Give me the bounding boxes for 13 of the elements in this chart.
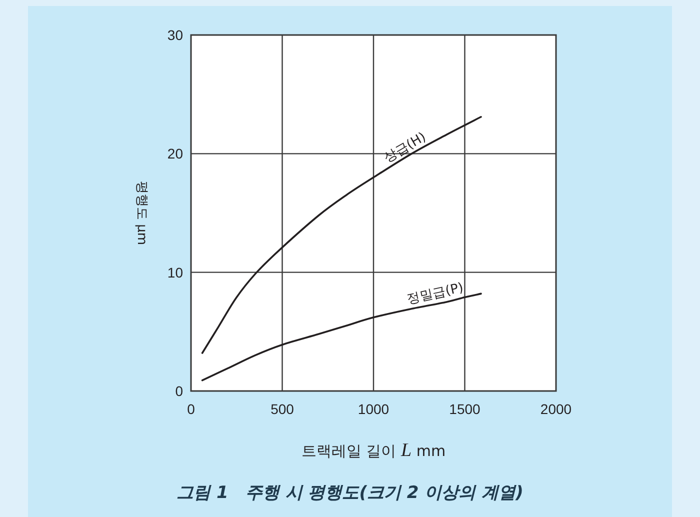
x-axis-title: 트랙레일 길이 L mm	[301, 440, 446, 461]
y-tick-label: 0	[175, 383, 184, 399]
text: 그림 1 주행 시 평행도(크기 2 이상의 계열)	[176, 483, 524, 503]
y-tick-label: 20	[167, 146, 184, 162]
x-tick-label: 500	[270, 401, 294, 417]
x-tick-label: 1000	[358, 401, 390, 417]
x-tick-label: 1500	[449, 401, 481, 417]
y-tick-label: 30	[167, 27, 184, 43]
y-tick-label: 10	[167, 264, 184, 280]
x-tick-label: 0	[187, 401, 196, 417]
line-series	[201, 116, 482, 354]
x-tick-label: 2000	[540, 401, 572, 417]
y-axis-title: 평행도 μm	[134, 180, 149, 246]
